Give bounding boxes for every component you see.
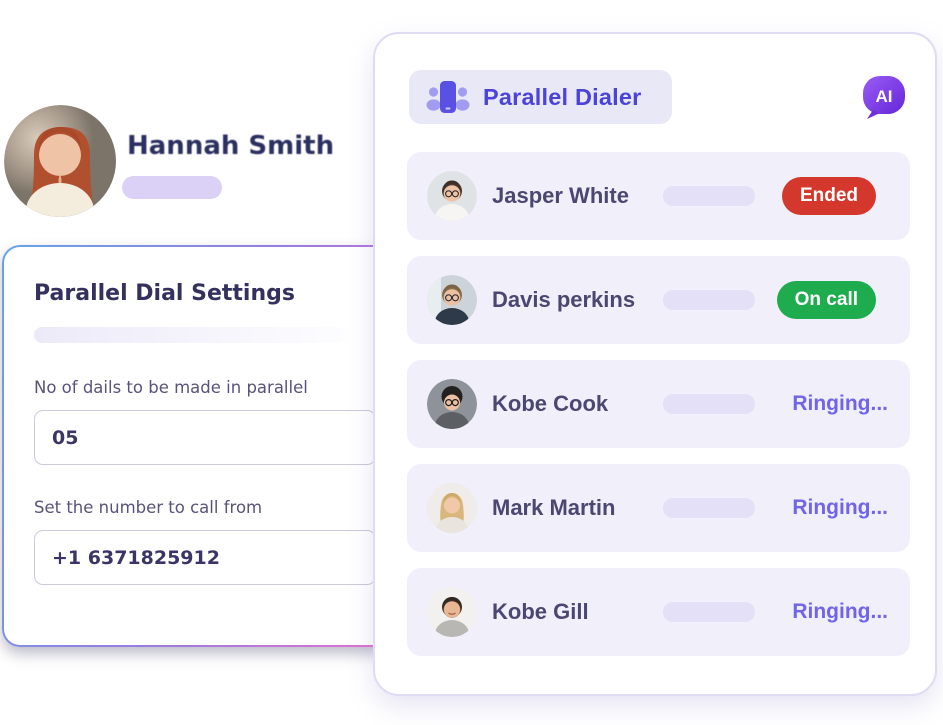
jasper-white-avatar-image — [427, 171, 477, 221]
contact-row-davis-perkins[interactable]: Davis perkins On call — [407, 256, 910, 344]
status-badge: On call — [776, 281, 876, 319]
profile-name: Hannah Smith — [127, 131, 335, 161]
kobe-gill-avatar-image — [427, 587, 477, 637]
contact-placeholder-bar — [663, 290, 755, 310]
parallel-dials-input[interactable] — [34, 410, 376, 465]
call-from-number-input[interactable] — [34, 530, 376, 585]
contact-name: Kobe Cook — [492, 391, 609, 416]
parallel-dialer-icon — [426, 81, 470, 113]
contact-row-kobe-cook[interactable]: Kobe Cook Ringing... — [407, 360, 910, 448]
parallel-dial-settings-card: Parallel Dial Settings No of dails to be… — [2, 245, 394, 647]
parallel-dialer-panel: Parallel Dialer AI — [373, 32, 937, 696]
contact-row-jasper-white[interactable]: Jasper White Ended — [407, 152, 910, 240]
status-text: Ringing... — [792, 392, 888, 415]
settings-card-title: Parallel Dial Settings — [34, 281, 295, 306]
parallel-dials-label: No of dails to be made in parallel — [34, 378, 308, 397]
status-text: Ringing... — [792, 600, 888, 623]
ai-chat-bubble-icon: AI — [863, 76, 905, 119]
contact-placeholder-bar — [663, 186, 755, 206]
avatar — [427, 171, 477, 221]
status-text: Ringing... — [792, 496, 888, 519]
avatar — [427, 379, 477, 429]
woman-red-hair-avatar-image — [4, 105, 116, 217]
call-from-number-label: Set the number to call from — [34, 498, 263, 517]
ai-assistant-button[interactable]: AI — [861, 74, 907, 120]
parallel-dialer-header: Parallel Dialer — [409, 70, 672, 124]
contact-row-kobe-gill[interactable]: Kobe Gill Ringing... — [407, 568, 910, 656]
contact-row-mark-martin[interactable]: Mark Martin Ringing... — [407, 464, 910, 552]
parallel-dialer-title: Parallel Dialer — [483, 83, 642, 110]
settings-placeholder-bar — [34, 327, 346, 343]
contact-placeholder-bar — [663, 602, 755, 622]
svg-text:AI: AI — [876, 87, 893, 106]
contact-name: Mark Martin — [492, 495, 616, 520]
contact-name: Jasper White — [492, 183, 629, 208]
avatar — [427, 587, 477, 637]
status-badge: Ended — [781, 177, 876, 215]
contact-name: Davis perkins — [492, 287, 636, 312]
avatar — [427, 483, 477, 533]
contact-list: Jasper White Ended — [407, 152, 910, 672]
contact-placeholder-bar — [663, 498, 755, 518]
mark-martin-avatar-image — [427, 483, 477, 533]
profile-avatar — [4, 105, 118, 219]
contact-name: Kobe Gill — [492, 599, 589, 624]
contact-placeholder-bar — [663, 394, 755, 414]
kobe-cook-avatar-image — [427, 379, 477, 429]
davis-perkins-avatar-image — [427, 275, 477, 325]
avatar — [427, 275, 477, 325]
profile-placeholder-bar — [122, 176, 222, 199]
